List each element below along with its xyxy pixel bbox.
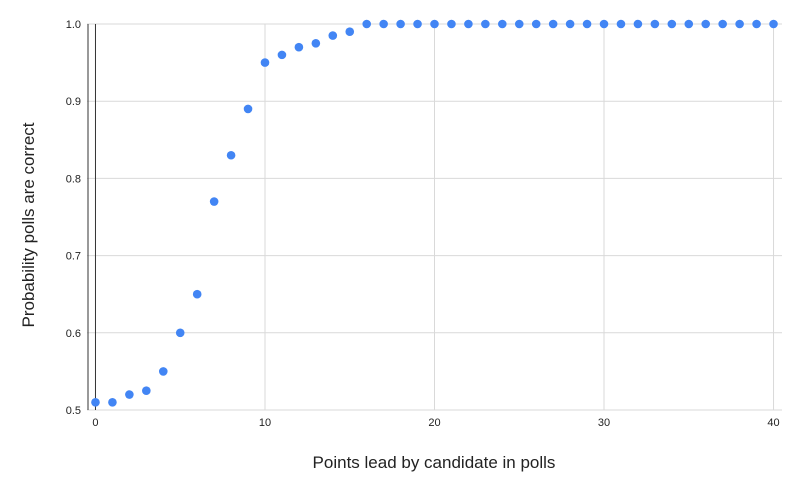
data-point xyxy=(328,31,338,40)
data-point xyxy=(599,19,609,29)
y-tick-label: 1.0 xyxy=(66,19,81,31)
y-axis-title: Probability polls are correct xyxy=(19,122,38,327)
axes xyxy=(87,24,96,410)
data-point xyxy=(769,19,778,29)
x-tick-label: 40 xyxy=(767,417,779,429)
data-point xyxy=(277,50,287,60)
data-point xyxy=(701,19,711,29)
data-point xyxy=(430,19,439,29)
data-point xyxy=(667,19,677,29)
data-point xyxy=(192,289,202,299)
data-point xyxy=(125,390,134,399)
x-axis-title: Points lead by candidate in polls xyxy=(313,453,556,472)
data-point xyxy=(396,19,405,29)
data-point xyxy=(718,19,727,29)
data-point xyxy=(362,19,371,29)
x-tick-label: 0 xyxy=(92,417,98,429)
data-point xyxy=(464,19,473,29)
y-tick-label: 0.9 xyxy=(66,96,81,108)
x-tick-label: 20 xyxy=(428,417,440,429)
y-tick-label: 0.8 xyxy=(66,173,81,185)
gridlines xyxy=(87,23,782,411)
data-point xyxy=(684,19,694,29)
data-point xyxy=(582,19,592,29)
y-tick-label: 0.7 xyxy=(66,251,81,263)
data-point xyxy=(142,386,151,396)
data-point xyxy=(616,19,626,29)
data-point xyxy=(565,19,575,29)
data-point xyxy=(650,19,660,29)
data-point xyxy=(498,19,507,29)
data-point xyxy=(548,19,558,29)
data-point xyxy=(108,397,117,407)
data-point xyxy=(633,19,643,29)
x-tick-label: 30 xyxy=(598,417,610,429)
data-point xyxy=(531,19,541,29)
data-point xyxy=(735,19,744,29)
data-point xyxy=(91,397,100,407)
data-point xyxy=(481,19,490,29)
tick-labels: 0.5 0.6 0.7 0.8 0.9 1.0 0 10 20 30 40 xyxy=(66,19,780,429)
x-tick-label: 10 xyxy=(259,417,271,429)
data-point xyxy=(379,19,388,29)
data-point xyxy=(752,19,761,29)
y-tick-label: 0.5 xyxy=(66,405,81,417)
data-point xyxy=(243,104,253,114)
data-point xyxy=(447,19,456,29)
data-point xyxy=(209,197,219,206)
data-point xyxy=(413,19,422,29)
data-point xyxy=(514,19,524,29)
data-point xyxy=(311,39,321,48)
data-point xyxy=(294,42,304,52)
data-points xyxy=(91,19,778,407)
data-point xyxy=(226,150,236,160)
y-tick-label: 0.6 xyxy=(66,328,81,340)
data-point xyxy=(175,328,185,338)
data-point xyxy=(158,367,168,376)
data-point xyxy=(260,58,270,67)
data-point xyxy=(345,27,355,37)
